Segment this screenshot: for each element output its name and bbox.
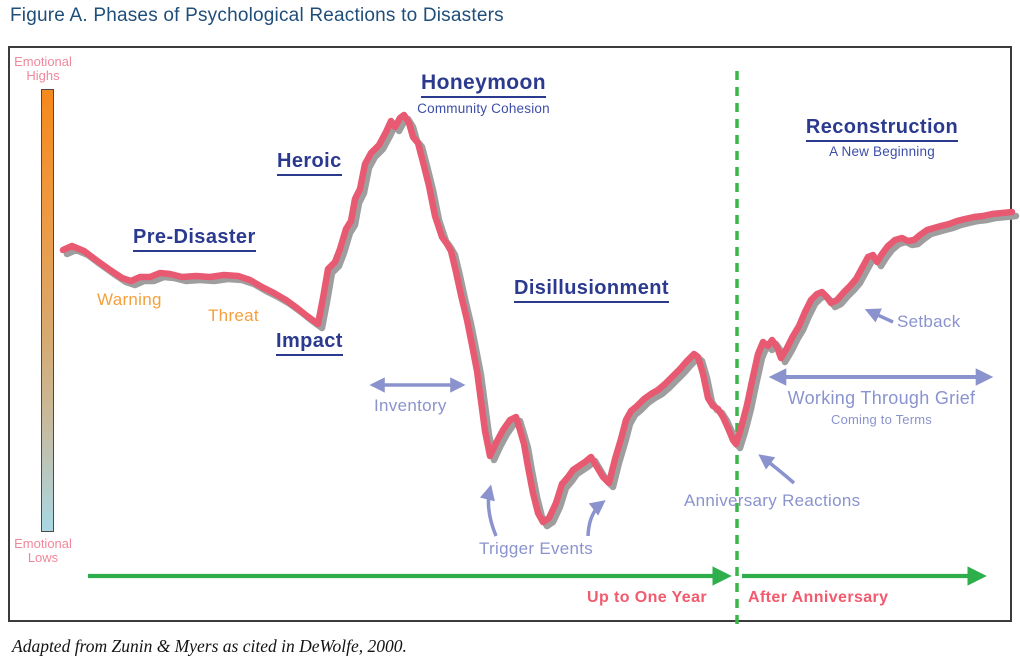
- phase-pre-disaster: Pre-Disaster: [133, 226, 256, 252]
- chart-frame: [8, 46, 1012, 622]
- phase-reconstruction-sublabel: A New Beginning: [829, 144, 935, 159]
- trigger-events-right-arrow: [586, 500, 606, 537]
- timeline-right-label: After Anniversary: [748, 589, 889, 606]
- setback-arrow: [864, 308, 894, 324]
- emotional-scale-gradient-bar: [41, 89, 54, 532]
- phase-honeymoon-sublabel: Community Cohesion: [417, 101, 550, 116]
- timeline-left-label: Up to One Year: [587, 589, 708, 606]
- trigger-events-label: Trigger Events: [479, 539, 594, 558]
- phase-reconstruction: Reconstruction A New Beginning: [782, 116, 982, 159]
- source-caption: Adapted from Zunin & Myers as cited in D…: [12, 636, 407, 656]
- phase-honeymoon: Honeymoon Community Cohesion: [401, 71, 566, 116]
- working-through-grief-group: Working Through Grief Coming to Terms: [769, 388, 994, 427]
- reaction-curve-shadow: [63, 115, 1020, 530]
- figure-title: Figure A. Phases of Psychological Reacti…: [10, 5, 504, 26]
- setback-label: Setback: [897, 312, 961, 331]
- phase-heroic: Heroic: [277, 150, 342, 176]
- warning-label: Warning: [97, 290, 162, 309]
- phase-disillusionment: Disillusionment: [514, 277, 669, 303]
- threat-label: Threat: [208, 306, 259, 325]
- reaction-curve: [59, 111, 1016, 526]
- y-axis-top-label: Emotional Highs: [14, 54, 72, 83]
- working-through-grief-label: Working Through Grief: [787, 388, 976, 408]
- inventory-label: Inventory: [374, 396, 447, 415]
- trigger-events-left-arrow: [479, 484, 498, 537]
- anniversary-reactions-label: Anniversary Reactions: [684, 491, 861, 510]
- y-axis-bottom-label: Emotional Lows: [14, 536, 72, 565]
- coming-to-terms-label: Coming to Terms: [830, 412, 932, 427]
- anniversary-reactions-arrow: [758, 454, 796, 485]
- phase-impact: Impact: [276, 330, 343, 356]
